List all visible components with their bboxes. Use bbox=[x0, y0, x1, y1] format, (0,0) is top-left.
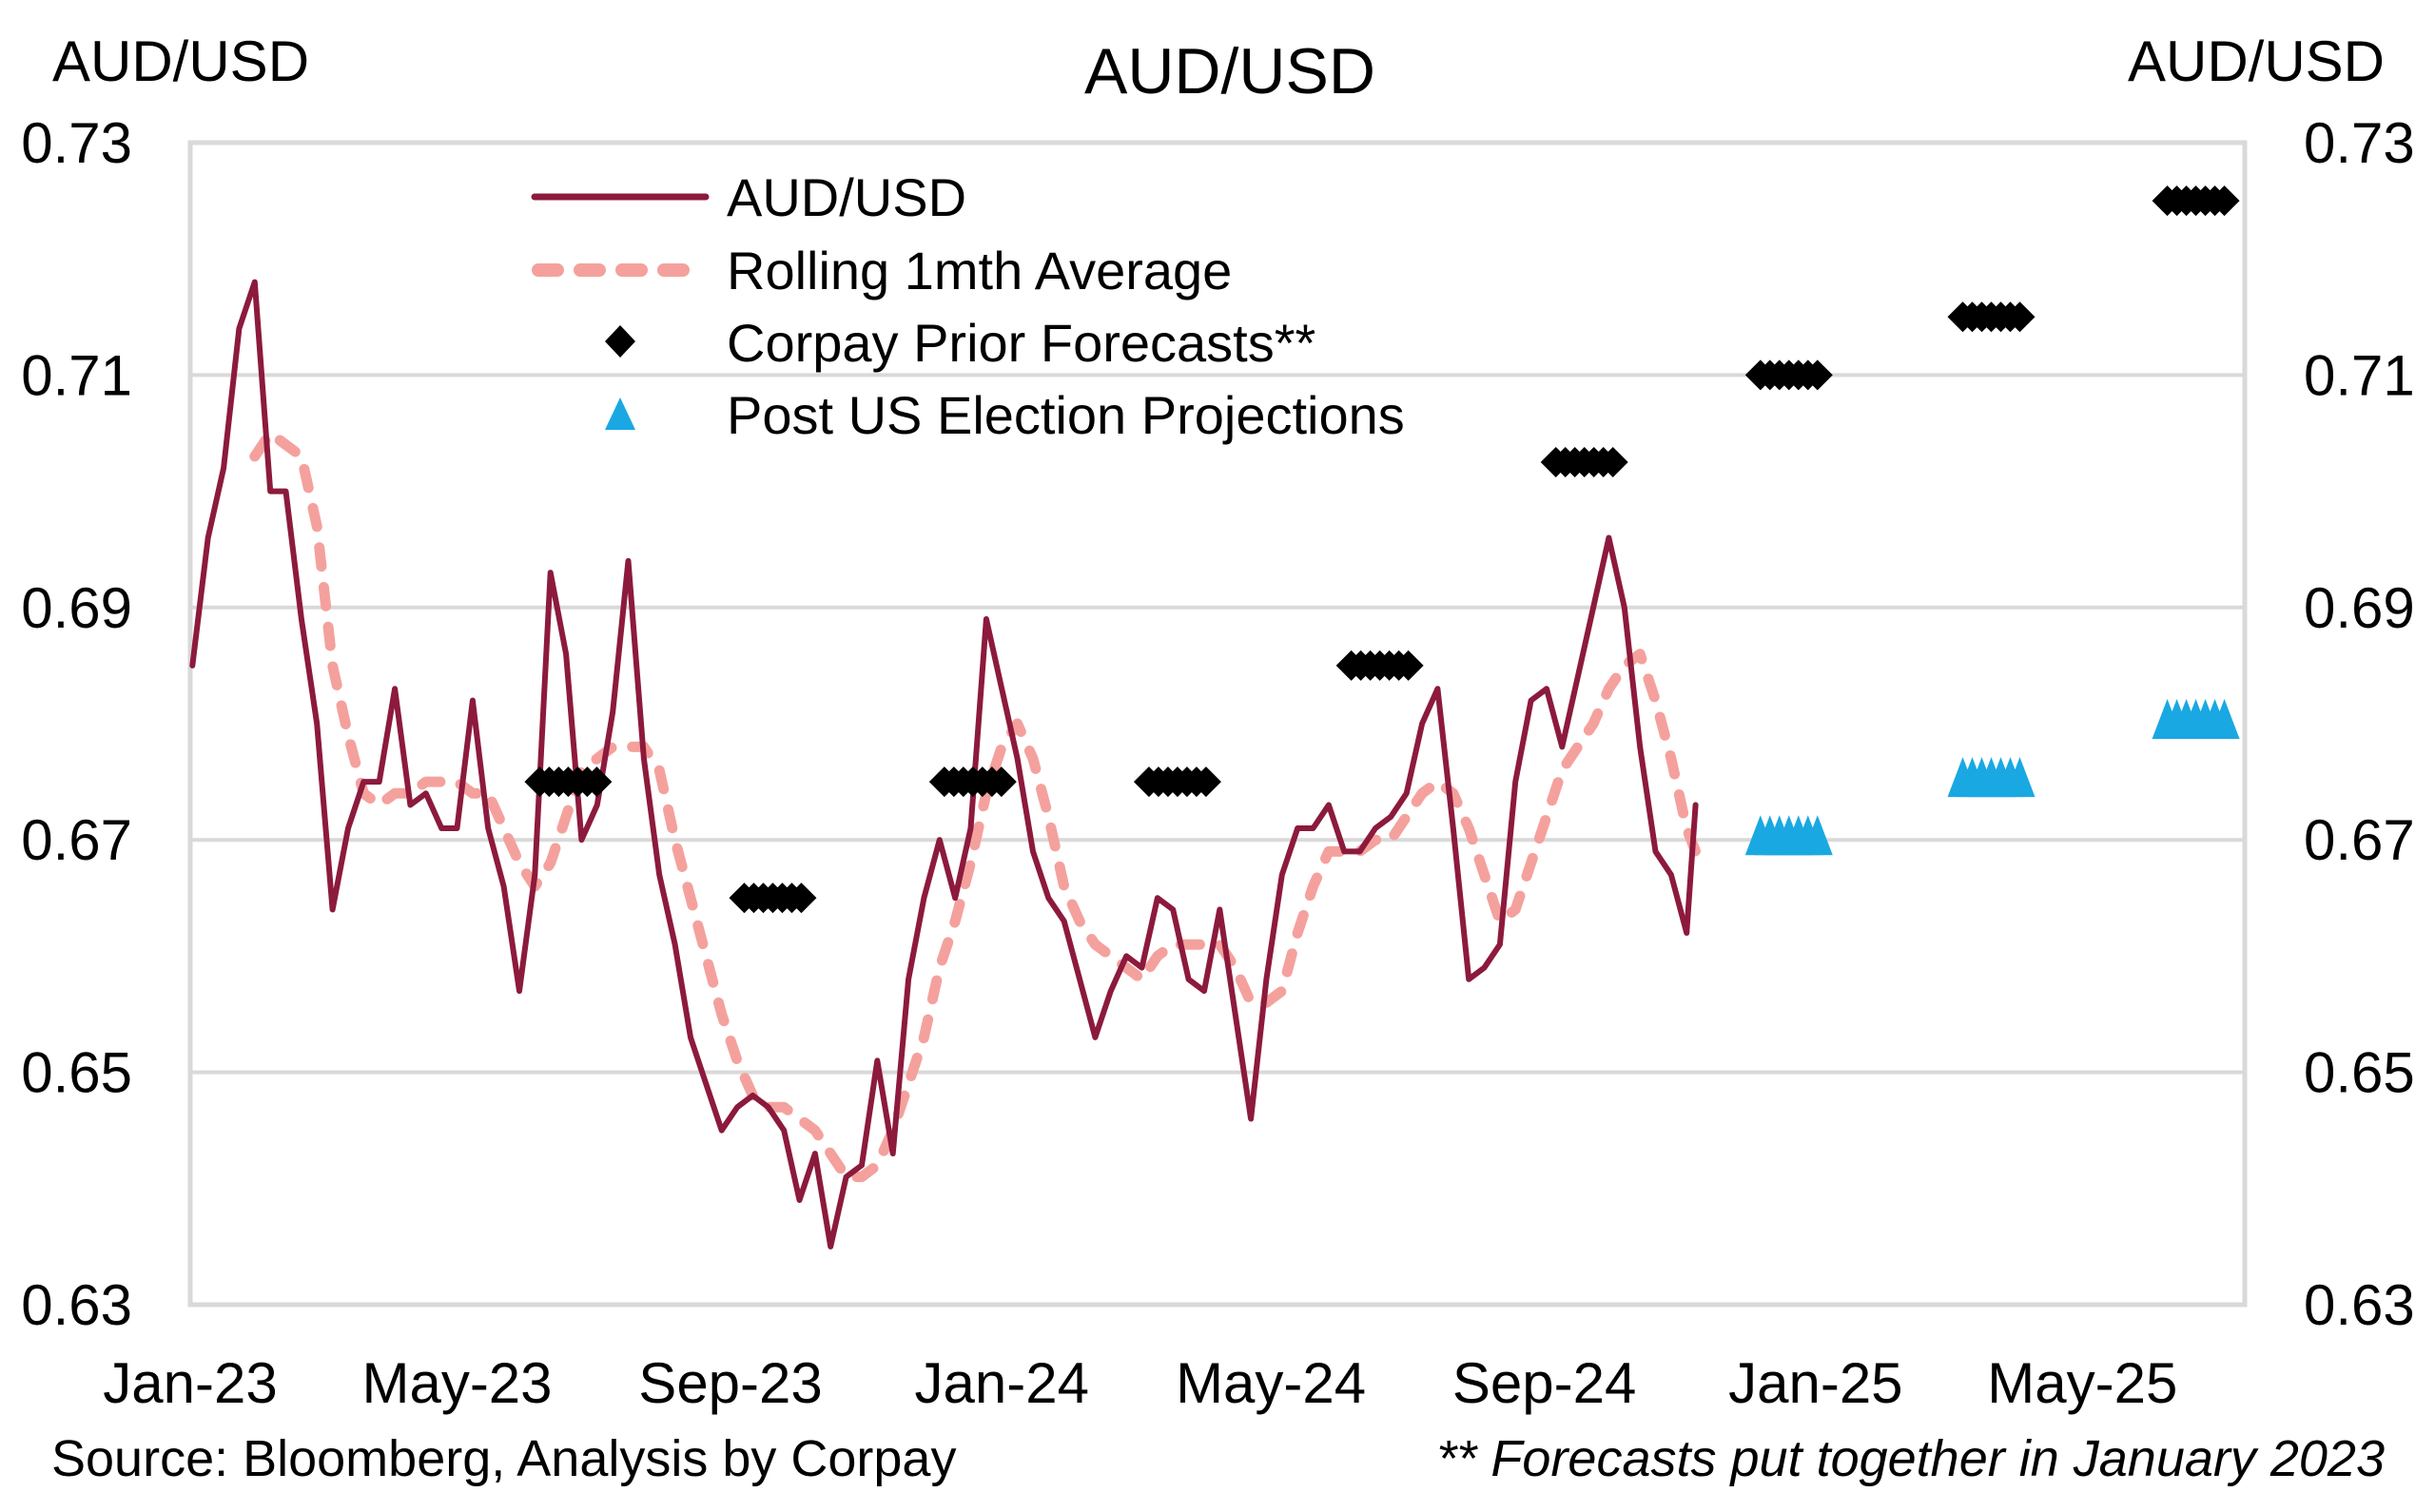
footnote: ** Forecasts put together in January 202… bbox=[1436, 1430, 2385, 1487]
x-tick-label: May-25 bbox=[1987, 1351, 2177, 1415]
series-line-audusd bbox=[189, 279, 1699, 1250]
y-tick-label: 0.67 bbox=[21, 808, 132, 872]
forecast-marker-cluster bbox=[928, 766, 1017, 798]
x-tick-label: Jan-25 bbox=[1728, 1351, 1902, 1415]
diamond-marker bbox=[581, 766, 613, 798]
legend-item-election-projections: Post US Election Projections bbox=[605, 385, 1405, 445]
legend-item-rolling-average: Rolling 1mth Average bbox=[532, 241, 1232, 300]
x-tick-label: Jan-24 bbox=[915, 1351, 1089, 1415]
diamond-marker bbox=[2209, 185, 2240, 217]
triangle-icon bbox=[605, 397, 635, 430]
diamond-marker bbox=[985, 766, 1017, 798]
forecast-marker-cluster bbox=[524, 766, 613, 798]
chart-title: AUD/USD bbox=[1084, 35, 1375, 107]
diamond-marker bbox=[1393, 649, 1424, 681]
series-lines bbox=[189, 279, 1702, 1250]
diamond-marker bbox=[786, 882, 817, 914]
x-axis: Jan-23 May-23 Sep-23 Jan-24 May-24 Sep-24 Jan-… bbox=[103, 1351, 2177, 1415]
triangle-marker bbox=[2209, 699, 2240, 739]
y-axis-right: 0.73 0.71 0.69 0.67 0.65 0.63 bbox=[2304, 111, 2415, 1337]
x-tick-label: Sep-23 bbox=[638, 1351, 822, 1415]
y-tick-label: 0.65 bbox=[21, 1041, 132, 1105]
forecast-marker-cluster bbox=[1947, 301, 2036, 333]
diamond-marker bbox=[1597, 447, 1628, 478]
forecast-marker-cluster bbox=[1133, 766, 1221, 798]
diamond-marker bbox=[2004, 301, 2036, 333]
legend-label: Corpay Prior Forecasts** bbox=[727, 313, 1315, 373]
x-tick-label: May-23 bbox=[361, 1351, 552, 1415]
plot-area-border bbox=[187, 140, 2248, 1308]
x-tick-label: Sep-24 bbox=[1452, 1351, 1636, 1415]
series-line-rolling-average bbox=[249, 428, 1702, 1183]
forecast-markers bbox=[524, 185, 2240, 914]
legend-item-prior-forecasts: Corpay Prior Forecasts** bbox=[605, 313, 1315, 373]
legend-label: AUD/USD bbox=[727, 167, 966, 227]
diamond-icon bbox=[605, 325, 635, 358]
diamond-marker bbox=[1802, 359, 1833, 391]
y-tick-label: 0.71 bbox=[21, 343, 132, 407]
diamond-marker bbox=[1190, 766, 1221, 798]
projection-marker-cluster bbox=[1947, 757, 2036, 798]
y-tick-label: 0.73 bbox=[2304, 111, 2415, 175]
y-tick-label: 0.71 bbox=[2304, 343, 2415, 407]
y-tick-label: 0.65 bbox=[2304, 1041, 2415, 1105]
projection-marker-cluster bbox=[1744, 815, 1833, 856]
legend-item-audusd: AUD/USD bbox=[531, 167, 966, 227]
y-axis-label-right: AUD/USD bbox=[2128, 29, 2385, 93]
x-tick-label: Jan-23 bbox=[103, 1351, 277, 1415]
y-axis-left: 0.73 0.71 0.69 0.67 0.65 0.63 bbox=[21, 111, 132, 1337]
y-tick-label: 0.63 bbox=[21, 1273, 132, 1337]
triangle-marker bbox=[1802, 815, 1833, 856]
y-tick-label: 0.67 bbox=[2304, 808, 2415, 872]
forecast-marker-cluster bbox=[2152, 185, 2240, 217]
source-note: Source: Bloomberg, Analysis by Corpay bbox=[51, 1430, 956, 1487]
forecast-marker-cluster bbox=[1335, 649, 1424, 681]
forecast-marker-cluster bbox=[1540, 447, 1628, 478]
y-axis-label-left: AUD/USD bbox=[52, 29, 309, 93]
projection-marker-cluster bbox=[2152, 699, 2240, 739]
legend-label: Post US Election Projections bbox=[727, 385, 1405, 445]
forecast-marker-cluster bbox=[729, 882, 817, 914]
y-tick-label: 0.69 bbox=[2304, 576, 2415, 640]
legend-label: Rolling 1mth Average bbox=[727, 241, 1232, 300]
y-tick-label: 0.73 bbox=[21, 111, 132, 175]
triangle-marker bbox=[2004, 757, 2036, 798]
x-tick-label: May-24 bbox=[1176, 1351, 1366, 1415]
y-tick-label: 0.69 bbox=[21, 576, 132, 640]
forecast-marker-cluster bbox=[1744, 359, 1833, 391]
legend: AUD/USD Rolling 1mth Average Corpay Prio… bbox=[531, 167, 1405, 445]
y-tick-label: 0.63 bbox=[2304, 1273, 2415, 1337]
